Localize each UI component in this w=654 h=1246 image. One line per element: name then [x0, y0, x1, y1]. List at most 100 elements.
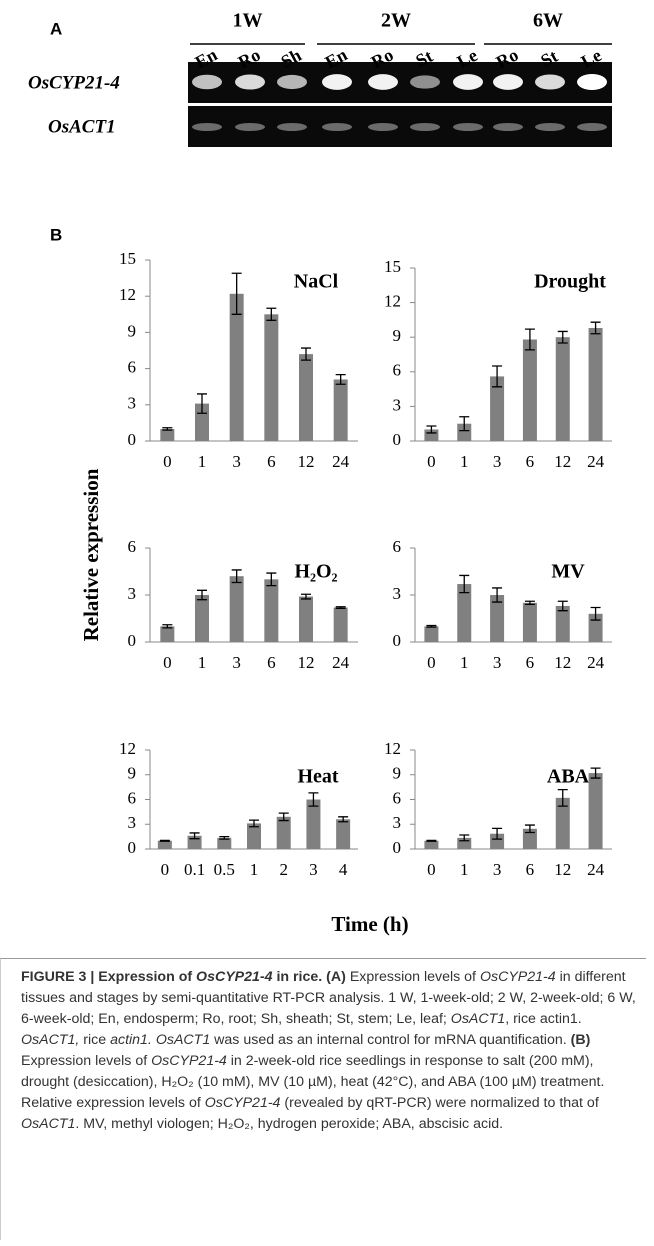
y-tick-label: 0	[393, 838, 402, 857]
x-tick-label: 12	[554, 860, 571, 879]
x-tick-label: 4	[339, 860, 348, 879]
y-tick-label: 3	[393, 813, 402, 832]
caption-text: OsCYP21-4	[196, 969, 273, 985]
x-tick-label: 6	[267, 653, 276, 672]
x-tick-label: 3	[232, 653, 241, 672]
x-tick-label: 24	[587, 452, 605, 471]
y-tick-label: 15	[119, 249, 136, 268]
x-tick-label: 3	[493, 860, 502, 879]
band	[453, 74, 483, 90]
y-tick-label: 6	[128, 788, 137, 807]
x-tick-label: 6	[526, 860, 535, 879]
caption-text: Expression levels of	[21, 1053, 151, 1069]
x-tick-label: 24	[587, 653, 605, 672]
caption-text: was used as an internal control for mRNA…	[210, 1032, 570, 1048]
y-tick-label: 6	[393, 537, 402, 556]
caption-text: (A)	[326, 969, 346, 985]
y-tick-label: 3	[128, 584, 137, 603]
error-bar	[426, 840, 436, 841]
band	[235, 74, 265, 89]
y-axis-label: Relative expression	[79, 468, 103, 641]
chart-title: ABA	[547, 766, 590, 788]
band	[192, 75, 222, 90]
figure: A B OsCYP21-4 OsACT1 Time (h) Relative e…	[0, 0, 654, 958]
bar	[523, 340, 537, 441]
chart-title: Heat	[297, 766, 338, 788]
bar	[277, 817, 291, 849]
caption-text: in rice.	[273, 969, 327, 985]
y-tick-label: 12	[119, 739, 136, 758]
x-tick-label: 0	[427, 860, 436, 879]
x-tick-label: 1	[460, 860, 469, 879]
y-tick-label: 0	[128, 838, 137, 857]
y-tick-label: 0	[128, 430, 137, 449]
x-tick-label: 1	[250, 860, 259, 879]
band	[577, 74, 607, 90]
y-tick-label: 12	[384, 292, 401, 311]
y-tick-label: 15	[384, 257, 401, 276]
x-tick-label: 3	[309, 860, 318, 879]
x-tick-label: 24	[332, 452, 350, 471]
x-tick-label: 12	[298, 653, 315, 672]
x-tick-label: 3	[232, 452, 241, 471]
band	[235, 123, 265, 131]
caption-text: , rice actin1.	[505, 1011, 582, 1027]
caption-text: OsACT1	[21, 1116, 75, 1132]
caption-text: rice	[79, 1032, 110, 1048]
gel-row-label: OsCYP21-4	[28, 72, 120, 93]
bar	[424, 841, 438, 849]
y-tick-label: 3	[128, 813, 137, 832]
band	[493, 123, 523, 131]
bar	[160, 626, 174, 642]
y-tick-label: 9	[128, 321, 137, 340]
chart-title: MV	[551, 561, 585, 583]
y-tick-label: 6	[128, 358, 137, 377]
y-tick-label: 6	[393, 788, 402, 807]
caption-text: OsACT1,	[21, 1032, 79, 1048]
x-tick-label: 0.1	[184, 860, 205, 879]
x-tick-label: 24	[332, 653, 350, 672]
band	[322, 123, 352, 131]
bar	[230, 294, 244, 441]
x-tick-label: 3	[493, 653, 502, 672]
x-tick-label: 0	[427, 653, 436, 672]
x-axis-label: Time (h)	[331, 912, 408, 936]
bar	[306, 800, 320, 850]
band	[277, 75, 307, 89]
caption-text: (revealed by qRT-PCR) were normalized to…	[280, 1095, 598, 1111]
x-tick-label: 1	[460, 452, 469, 471]
y-tick-label: 12	[119, 285, 136, 304]
bar	[589, 328, 603, 441]
x-tick-label: 6	[526, 653, 535, 672]
y-tick-label: 9	[393, 326, 402, 345]
band	[368, 74, 398, 90]
chart-title: Drought	[534, 271, 606, 293]
caption-text: OsCYP21-4	[205, 1095, 281, 1111]
x-tick-label: 0	[161, 860, 170, 879]
x-tick-label: 1	[198, 653, 207, 672]
caption-text: OsCYP21-4	[151, 1053, 227, 1069]
caption: FIGURE 3 | Expression of OsCYP21-4 in ri…	[0, 958, 646, 1240]
bar	[264, 579, 278, 642]
band	[535, 123, 565, 131]
x-tick-label: 0	[163, 653, 172, 672]
bar	[556, 337, 570, 441]
bar	[299, 354, 313, 441]
y-tick-label: 6	[393, 361, 402, 380]
y-tick-label: 0	[128, 631, 137, 650]
group-label: 6W	[533, 10, 563, 32]
x-tick-label: 6	[267, 452, 276, 471]
band	[277, 123, 307, 131]
bar	[334, 608, 348, 642]
x-tick-label: 3	[493, 452, 502, 471]
y-tick-label: 6	[128, 537, 137, 556]
y-tick-label: 3	[128, 394, 137, 413]
y-tick-label: 0	[393, 430, 402, 449]
x-tick-label: 12	[554, 653, 571, 672]
bar	[195, 595, 209, 642]
x-tick-label: 12	[298, 452, 315, 471]
x-tick-label: 24	[587, 860, 605, 879]
y-tick-label: 3	[393, 395, 402, 414]
caption-text: (B)	[571, 1032, 591, 1048]
bar	[336, 819, 350, 849]
